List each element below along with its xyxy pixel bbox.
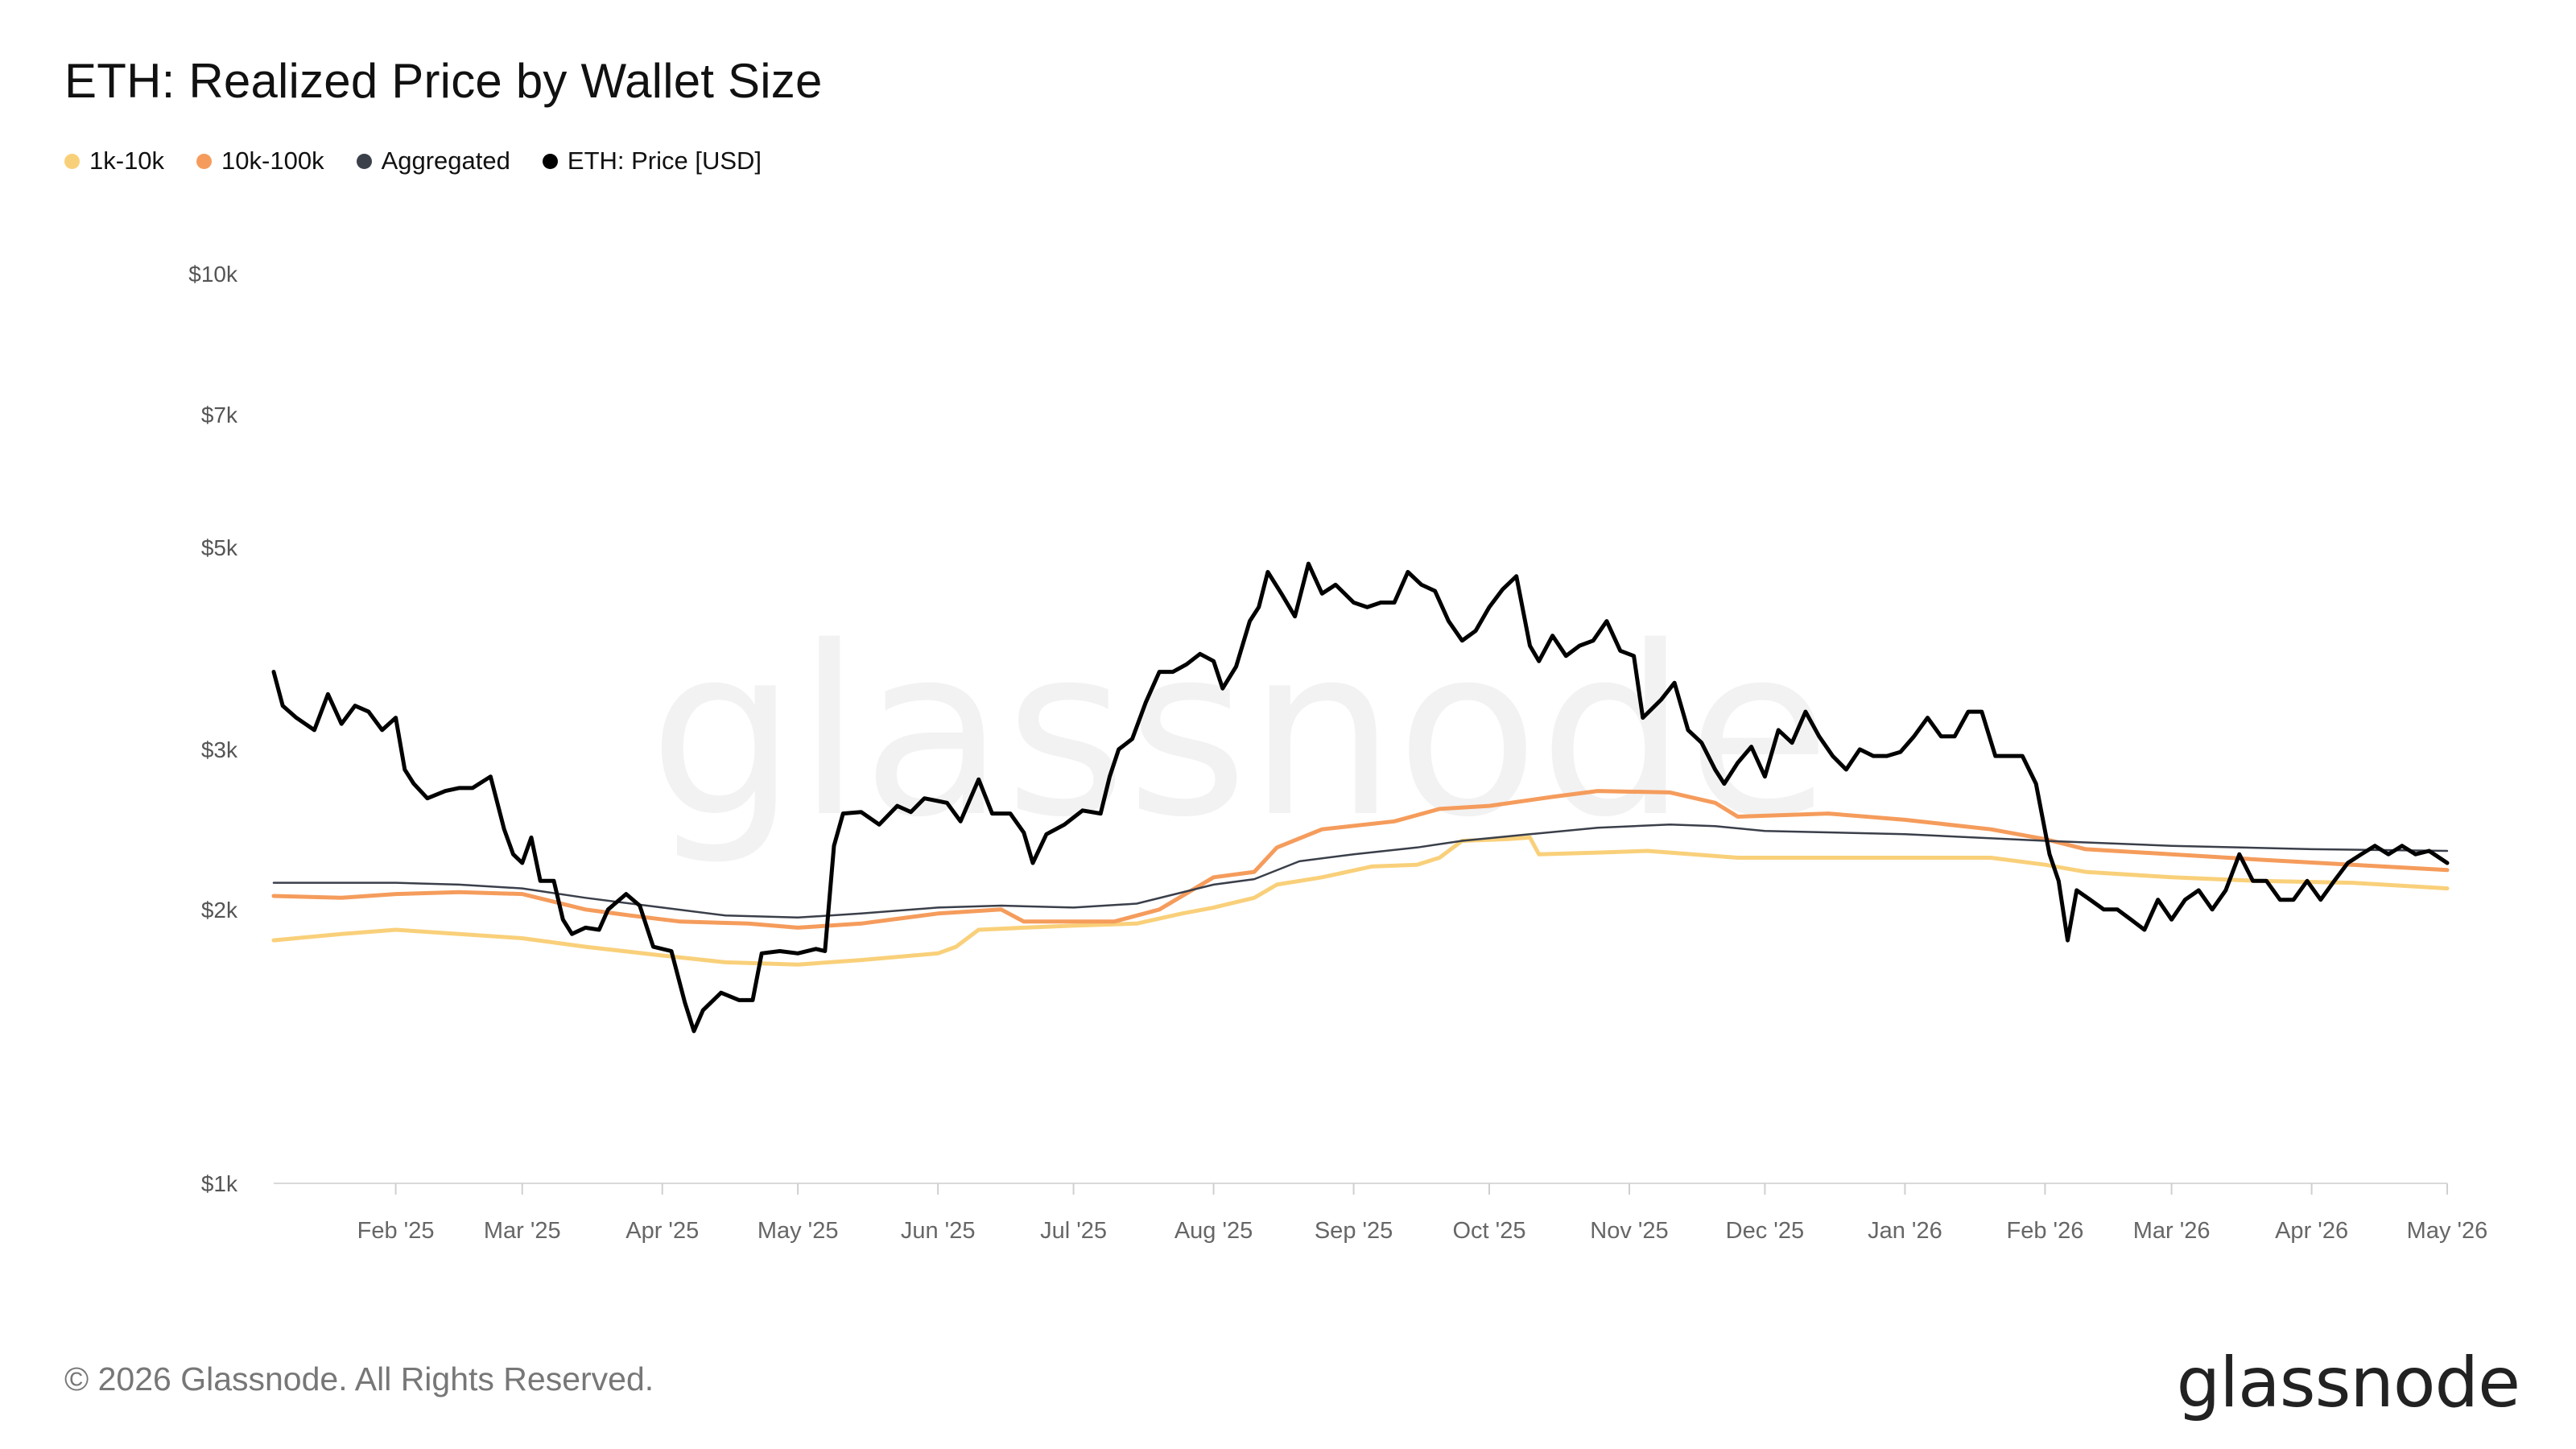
x-tick-label: Apr '25	[625, 1218, 699, 1244]
x-tick-label: Mar '25	[484, 1218, 561, 1244]
x-tick-label: Nov '25	[1590, 1218, 1668, 1244]
series-line[interactable]	[271, 789, 2450, 930]
y-tick-label: $7k	[201, 402, 238, 427]
chart-title: ETH: Realized Price by Wallet Size	[64, 54, 823, 108]
legend-item[interactable]: 10k-100k	[196, 147, 324, 175]
y-tick-label: $10k	[188, 262, 238, 287]
copyright-text: © 2026 Glassnode. All Rights Reserved.	[64, 1360, 654, 1397]
legend-label: 1k-10k	[89, 147, 165, 175]
legend-item[interactable]: ETH: Price [USD]	[542, 147, 762, 175]
y-tick-label: $2k	[201, 898, 238, 923]
y-tick-label: $1k	[201, 1171, 238, 1196]
series-line[interactable]	[272, 824, 2449, 919]
legend-dot-icon	[542, 153, 558, 169]
x-tick-label: Apr '26	[2275, 1218, 2348, 1244]
legend-dot-icon	[356, 153, 372, 169]
y-tick-label: $3k	[201, 737, 238, 762]
x-tick-label: Feb '25	[357, 1218, 435, 1244]
series-layer	[271, 561, 2450, 1034]
series-line[interactable]	[271, 835, 2450, 967]
x-tick-label: Feb '26	[2007, 1218, 2084, 1244]
x-tick-label: Dec '25	[1726, 1218, 1804, 1244]
chart-legend: 1k-10k 10k-100k Aggregated ETH: Price [USD]	[64, 147, 762, 175]
x-axis: Feb '25 Mar '25 Apr '25 May '25 Jun '25 Jul '…	[274, 1183, 2487, 1244]
legend-label: Aggregated	[381, 147, 510, 175]
y-tick-label: $5k	[201, 535, 238, 560]
legend-label: ETH: Price [USD]	[567, 147, 762, 175]
x-tick-label: Jun '25	[901, 1218, 976, 1244]
legend-dot-icon	[196, 153, 213, 169]
legend-label: 10k-100k	[221, 147, 324, 175]
x-tick-label: Sep '25	[1315, 1218, 1393, 1244]
x-tick-label: Jan '26	[1868, 1218, 1942, 1244]
x-tick-label: Mar '26	[2133, 1218, 2211, 1244]
watermark-text: glassnode	[649, 597, 1831, 869]
x-tick-label: Jul '25	[1040, 1218, 1107, 1244]
x-tick-label: May '25	[758, 1218, 839, 1244]
legend-item[interactable]: 1k-10k	[64, 147, 164, 175]
y-axis: $1k $2k $3k $5k $7k $10k	[188, 262, 238, 1196]
legend-dot-icon	[64, 153, 80, 169]
series-line[interactable]	[271, 561, 2450, 1034]
x-tick-label: Oct '25	[1452, 1218, 1525, 1244]
glassnode-logo[interactable]: glassnode	[2176, 1343, 2520, 1423]
x-tick-label: Aug '25	[1174, 1218, 1253, 1244]
legend-item[interactable]: Aggregated	[356, 147, 510, 175]
x-tick-label: May '26	[2407, 1218, 2488, 1244]
